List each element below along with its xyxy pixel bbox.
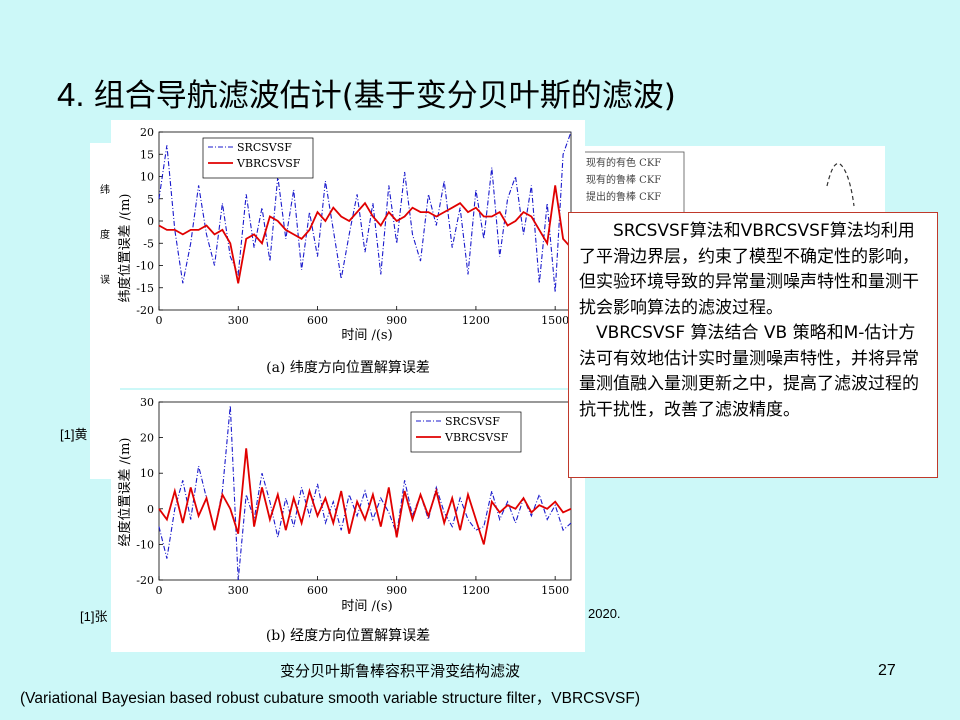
ref-label-2: [1]张 (80, 609, 108, 624)
bg-legend-item-1: 现有的有色 CKF (586, 156, 661, 169)
background-figure-right-svg: 现有的有色 CKF 现有的鲁棒 CKF 提出的鲁棒 CKF (581, 151, 855, 215)
y-tick-label: 10 (140, 171, 154, 184)
y-tick-label: 20 (140, 126, 154, 139)
x-tick-label: 0 (156, 314, 163, 327)
x-tick-label: 300 (228, 314, 249, 327)
x-tick-label: 600 (307, 314, 328, 327)
bg-ylabel-2: 度 (100, 228, 110, 241)
series-line-vbrcsvsf (158, 448, 572, 545)
figure-a-xlabel: 时间 /(s) (341, 328, 392, 343)
y-tick-label: 15 (140, 148, 154, 161)
ref-year: 2020. (588, 606, 621, 621)
x-tick-label: 600 (307, 584, 328, 597)
bg-ylabel-3: 误 (100, 274, 110, 286)
series-line-vbrcsvsf (158, 185, 572, 284)
y-tick-label: -15 (136, 282, 154, 295)
y-tick-label: 30 (140, 396, 154, 409)
y-tick-label: -10 (136, 538, 154, 551)
x-tick-label: 300 (228, 584, 249, 597)
x-tick-label: 1500 (541, 314, 569, 327)
ref-label-1: [1]黄 (60, 427, 88, 442)
page-number: 27 (878, 662, 896, 679)
figure-b-xlabel: 时间 /(s) (341, 599, 392, 614)
y-tick-label: -20 (136, 574, 154, 587)
figure-b-caption: (b) 经度方向位置解算误差 (266, 628, 430, 644)
legend-box (202, 137, 314, 179)
bg-legend-item-2: 现有的鲁棒 CKF (586, 173, 661, 186)
legend-box (410, 411, 522, 453)
figure-b-svg: 经度位置误差 /(m) 时间 /(s) (b) 经度方向位置解算误差 0 300 6… (117, 396, 572, 644)
figure-a-ylabel: 纬度位置误差 /(m) (117, 194, 133, 303)
figure-a: 纬度位置误差 /(m) 时间 /(s) (a) 纬度方向位置解算误差 0 300 6… (111, 120, 585, 388)
y-tick-label: -10 (136, 260, 154, 273)
legend-label-srcsvsf: SRCSVSF (237, 141, 292, 154)
background-figure-left-svg: 纬 度 误 (100, 183, 110, 286)
figure-a-caption: (a) 纬度方向位置解算误差 (266, 360, 430, 376)
x-tick-label: 1500 (541, 584, 569, 597)
bg-legend-item-3: 提出的鲁棒 CKF (586, 190, 661, 203)
x-tick-label: 1200 (462, 584, 490, 597)
legend-label-vbrcsvsf: VBRCSVSF (236, 157, 301, 170)
footer-english: (Variational Bayesian based robust cubat… (20, 690, 640, 707)
figure-a-svg: 纬度位置误差 /(m) 时间 /(s) (a) 纬度方向位置解算误差 0 300 6… (117, 126, 572, 376)
explanation-callout: SRCSVSF算法和VBRCSVSF算法均利用了平滑边界层，约束了模型不确定性的… (568, 212, 938, 478)
y-tick-label: 0 (147, 215, 154, 228)
y-tick-label: -5 (143, 237, 154, 250)
title-paren: (基于变分贝叶斯的滤波) (341, 78, 676, 114)
x-tick-label: 0 (156, 584, 163, 597)
background-figure-right: 现有的有色 CKF 现有的鲁棒 CKF 提出的鲁棒 CKF (572, 146, 885, 221)
y-tick-label: 10 (140, 467, 154, 480)
y-tick-label: -20 (136, 304, 154, 317)
x-tick-label: 1200 (462, 314, 490, 327)
footer-chinese: 变分贝叶斯鲁棒容积平滑变结构滤波 (279, 662, 520, 680)
legend-label-srcsvsf: SRCSVSF (445, 415, 500, 428)
figure-b: 经度位置误差 /(m) 时间 /(s) (b) 经度方向位置解算误差 0 300 6… (111, 390, 585, 652)
title-number: 4. (57, 76, 85, 113)
figure-b-ylabel: 经度位置误差 /(m) (117, 438, 133, 547)
y-tick-label: 0 (147, 503, 154, 516)
slide-title: 4. 组合导航滤波估计(基于变分贝叶斯的滤波) (57, 70, 676, 115)
callout-paragraph-1: SRCSVSF算法和VBRCSVSF算法均利用了平滑边界层，约束了模型不确定性的… (579, 221, 919, 318)
legend-label-vbrcsvsf: VBRCSVSF (444, 431, 509, 444)
title-text: 组合导航滤波估计 (93, 78, 342, 114)
x-tick-label: 900 (386, 584, 407, 597)
y-tick-label: 5 (147, 193, 154, 206)
bg-curve (826, 162, 855, 207)
x-tick-label: 900 (386, 314, 407, 327)
plot-frame (158, 401, 572, 581)
bg-ylabel: 纬 (100, 183, 110, 196)
y-tick-label: 20 (140, 432, 154, 445)
callout-paragraph-2: VBRCSVSF 算法结合 VB 策略和M-估计方法可有效地估计实时量测噪声特性… (579, 323, 919, 420)
series-line-srcsvsf (158, 405, 572, 581)
